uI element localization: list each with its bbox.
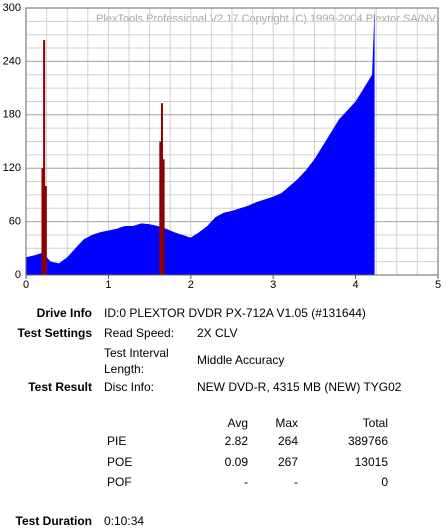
table-cell: 267: [277, 454, 298, 469]
value: Middle Accuracy: [197, 353, 285, 367]
table-cell: Max: [275, 416, 298, 430]
poe-spike: [43, 40, 46, 275]
chart: PlexTools Professional V2.17 Copyright (…: [3, 2, 441, 291]
value: 0:10:34: [104, 514, 145, 528]
value: 2X CLV: [197, 326, 238, 340]
poe-spike: [159, 141, 162, 275]
value: NEW DVD-R, 4315 MB (NEW) TYG02: [197, 380, 402, 394]
table-cell: -: [244, 475, 248, 489]
y-tick-label: 180: [3, 109, 21, 121]
table-cell: 264: [277, 434, 298, 448]
x-tick-label: 1: [105, 279, 111, 291]
label: Test Settings: [17, 326, 92, 340]
table-cell: 0: [381, 475, 388, 489]
y-tick-label: 120: [3, 162, 21, 174]
label: Test Interval: [104, 346, 169, 360]
table-cell: 0.09: [224, 454, 248, 469]
plot-border: [25, 7, 439, 276]
label: Length:: [104, 362, 145, 376]
label: Test Duration: [15, 514, 92, 528]
table-cell: POF: [107, 475, 132, 489]
x-tick-label: 3: [270, 279, 276, 291]
y-tick-label: 60: [9, 216, 21, 228]
table-cell: Total: [362, 416, 388, 430]
label: Test Result: [28, 380, 92, 394]
chart-title: PlexTools Professional V2.17 Copyright (…: [96, 13, 437, 25]
label: Disc Info:: [104, 380, 155, 394]
x-tick-label: 4: [353, 279, 359, 291]
table-cell: -: [294, 475, 298, 489]
poe-spike: [162, 159, 165, 275]
table-cell: 389766: [347, 434, 388, 448]
poe-spike: [41, 168, 44, 275]
x-tick-label: 2: [188, 279, 194, 291]
table-cell: Avg: [227, 416, 248, 430]
table-cell: PIE: [107, 434, 127, 448]
x-tick-label: 5: [435, 279, 441, 291]
table-cell: POE: [107, 454, 133, 469]
pie-area: [26, 8, 375, 275]
y-tick-label: 300: [3, 2, 21, 14]
poe-spike: [160, 103, 163, 275]
label: Drive Info: [36, 306, 92, 320]
x-tick-label: 0: [23, 279, 29, 291]
y-tick-label: 240: [3, 55, 21, 67]
table-cell: 13015: [354, 454, 388, 469]
label: Read Speed:: [104, 326, 175, 340]
y-tick-label: 0: [15, 269, 21, 281]
poe-spike: [44, 186, 47, 275]
value: ID:0 PLEXTOR DVDR PX-712A V1.05 (#131644…: [104, 306, 366, 320]
table-cell: 2.82: [224, 434, 248, 448]
